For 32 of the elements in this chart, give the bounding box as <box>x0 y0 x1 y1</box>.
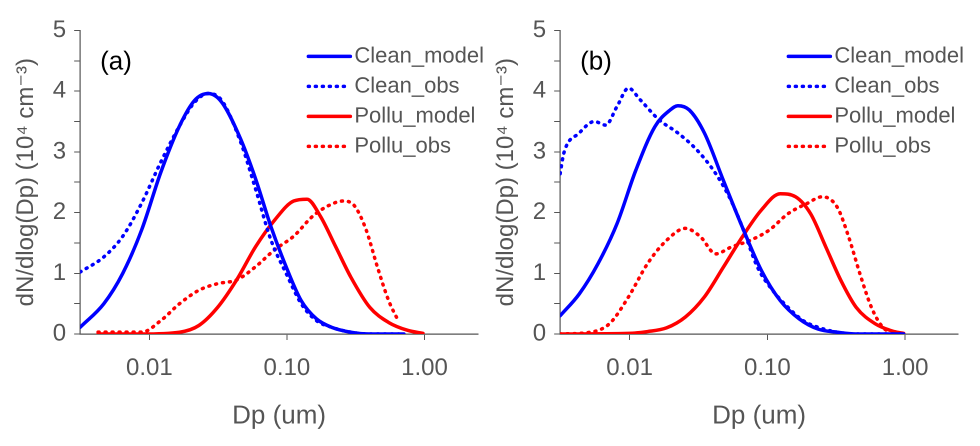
y-tick-label: 5 <box>52 16 66 44</box>
y-tick-label: 4 <box>532 76 546 104</box>
legend-label: Clean_obs <box>834 72 940 98</box>
y-tick-label: 5 <box>532 16 546 44</box>
y-tick-label: 3 <box>532 137 546 164</box>
y-tick-label: 3 <box>52 137 66 164</box>
legend-label: Clean_model <box>834 42 964 68</box>
legend-label: Pollu_obs <box>354 132 452 158</box>
x-axis-title: Dp (um) <box>232 400 326 430</box>
y-tick-label: 2 <box>532 198 546 226</box>
y-tick-label: 0 <box>52 320 66 347</box>
x-tick-label: 0.10 <box>744 354 791 382</box>
y-tick-label: 0 <box>532 320 546 347</box>
x-tick-label: 0.01 <box>126 354 173 382</box>
annotation: (a) <box>100 46 132 76</box>
y-axis-title: dN/dlog(Dp) (10⁴ cm⁻³) <box>12 58 40 306</box>
x-tick-label: 0.10 <box>264 354 310 382</box>
y-tick-label: 2 <box>52 198 66 226</box>
y-tick-label: 1 <box>532 258 546 286</box>
y-tick-label: 4 <box>52 76 66 104</box>
annotation: (b) <box>580 46 612 76</box>
x-axis-title: Dp (um) <box>712 400 806 430</box>
x-tick-label: 0.01 <box>606 354 653 382</box>
legend-label: Pollu_model <box>834 102 956 128</box>
legend-label: Clean_model <box>354 42 484 68</box>
y-axis-title: dN/dlog(Dp) (10⁴ cm⁻³) <box>492 58 520 306</box>
y-tick-label: 1 <box>52 258 66 286</box>
legend-label: Clean_obs <box>354 72 460 98</box>
x-tick-label: 1.00 <box>882 354 928 382</box>
x-tick-label: 1.00 <box>401 354 448 382</box>
legend-label: Pollu_model <box>354 102 476 128</box>
legend-label: Pollu_obs <box>834 132 932 158</box>
